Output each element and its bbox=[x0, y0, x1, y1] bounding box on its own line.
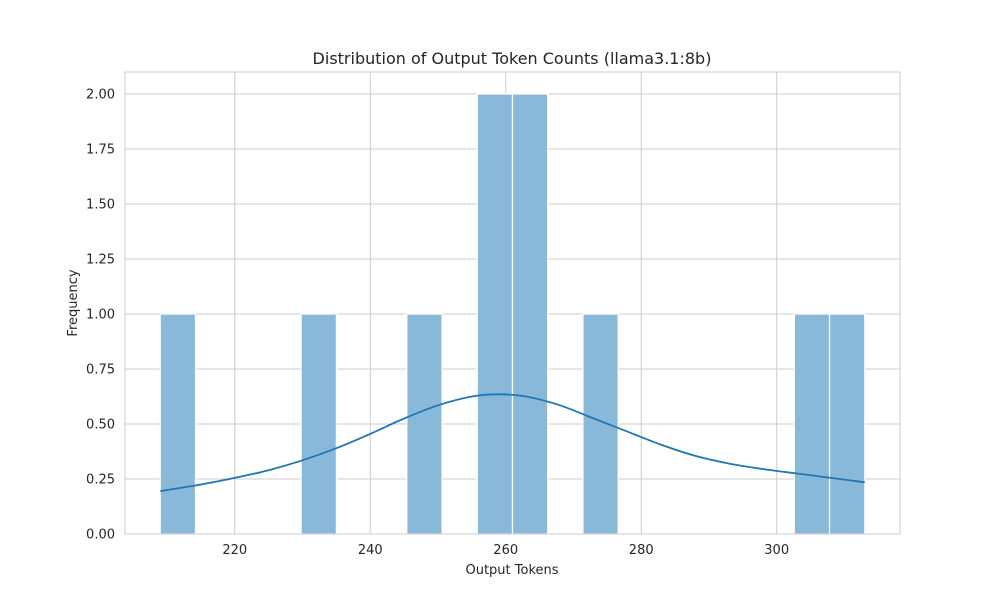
kde-curve bbox=[160, 393, 865, 492]
histogram-bar bbox=[828, 313, 866, 535]
histogram-bar bbox=[793, 313, 831, 535]
x-axis-title: Output Tokens bbox=[465, 563, 558, 578]
y-tick-label: 0.50 bbox=[86, 418, 115, 433]
chart-title: Distribution of Output Token Counts (lla… bbox=[313, 49, 712, 68]
histogram-bar bbox=[476, 93, 514, 535]
bars-layer bbox=[159, 93, 866, 535]
histogram-bar bbox=[511, 93, 549, 535]
x-tick-labels: 220 240 260 280 300 bbox=[222, 543, 789, 558]
y-axis-title: Frequency bbox=[66, 269, 81, 336]
y-tick-label: 2.00 bbox=[86, 88, 115, 103]
histogram-bar bbox=[300, 313, 337, 535]
plot-frame bbox=[124, 71, 901, 535]
y-tick-label: 0.00 bbox=[86, 528, 115, 543]
x-tick-label: 300 bbox=[764, 543, 789, 558]
x-tick-label: 280 bbox=[629, 543, 654, 558]
y-tick-label: 1.25 bbox=[86, 253, 115, 268]
kde-layer bbox=[160, 393, 865, 492]
histogram-bar bbox=[406, 313, 443, 535]
y-tick-label: 1.50 bbox=[86, 198, 115, 213]
x-tick-label: 240 bbox=[358, 543, 383, 558]
histogram-bar bbox=[582, 313, 619, 535]
y-tick-label: 0.75 bbox=[86, 363, 115, 378]
x-tick-label: 260 bbox=[493, 543, 518, 558]
y-tick-label: 0.25 bbox=[86, 473, 115, 488]
y-tick-labels: 0.00 0.25 0.50 0.75 1.00 1.25 1.50 1.75 2.00 bbox=[86, 88, 115, 543]
y-tick-label: 1.00 bbox=[86, 308, 115, 323]
y-tick-label: 1.75 bbox=[86, 143, 115, 158]
x-tick-label: 220 bbox=[222, 543, 247, 558]
histogram-bar bbox=[159, 313, 197, 535]
